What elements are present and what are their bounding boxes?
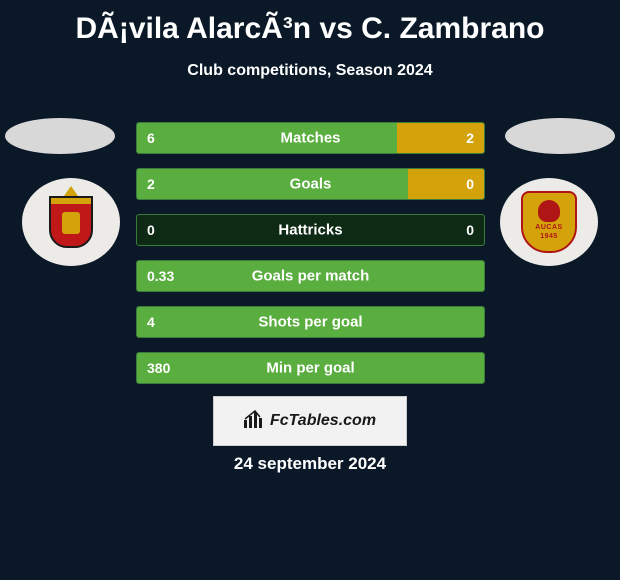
- footer-brand[interactable]: FcTables.com: [213, 396, 407, 446]
- crest-year: 1945: [540, 233, 558, 240]
- footer-brand-text: FcTables.com: [270, 412, 376, 430]
- club-crest-right: AUCAS 1945: [500, 178, 598, 266]
- page-title: DÃ¡vila AlarcÃ³n vs C. Zambrano: [0, 0, 620, 46]
- crest-text: AUCAS: [535, 224, 562, 231]
- stat-label: Shots per goal: [137, 314, 484, 331]
- stat-row: 20Goals: [136, 168, 485, 200]
- player-photo-right: [505, 118, 615, 154]
- chart-icon: [244, 410, 264, 433]
- stat-label: Goals: [137, 176, 484, 193]
- stat-row: 4Shots per goal: [136, 306, 485, 338]
- stat-row: 00Hattricks: [136, 214, 485, 246]
- player-photo-left: [5, 118, 115, 154]
- subtitle: Club competitions, Season 2024: [0, 62, 620, 80]
- stat-row: 0.33Goals per match: [136, 260, 485, 292]
- comparison-bars: 62Matches 20Goals 00Hattricks 0.33Goals per…: [136, 122, 485, 398]
- shield-icon: AUCAS 1945: [521, 191, 577, 253]
- club-crest-left: [22, 178, 120, 266]
- stat-label: Goals per match: [137, 268, 484, 285]
- shield-icon: [49, 196, 93, 248]
- stat-row: 62Matches: [136, 122, 485, 154]
- stat-row: 380Min per goal: [136, 352, 485, 384]
- stat-label: Min per goal: [137, 360, 484, 377]
- stat-label: Matches: [137, 130, 484, 147]
- stat-label: Hattricks: [137, 222, 484, 239]
- date-label: 24 september 2024: [0, 454, 620, 474]
